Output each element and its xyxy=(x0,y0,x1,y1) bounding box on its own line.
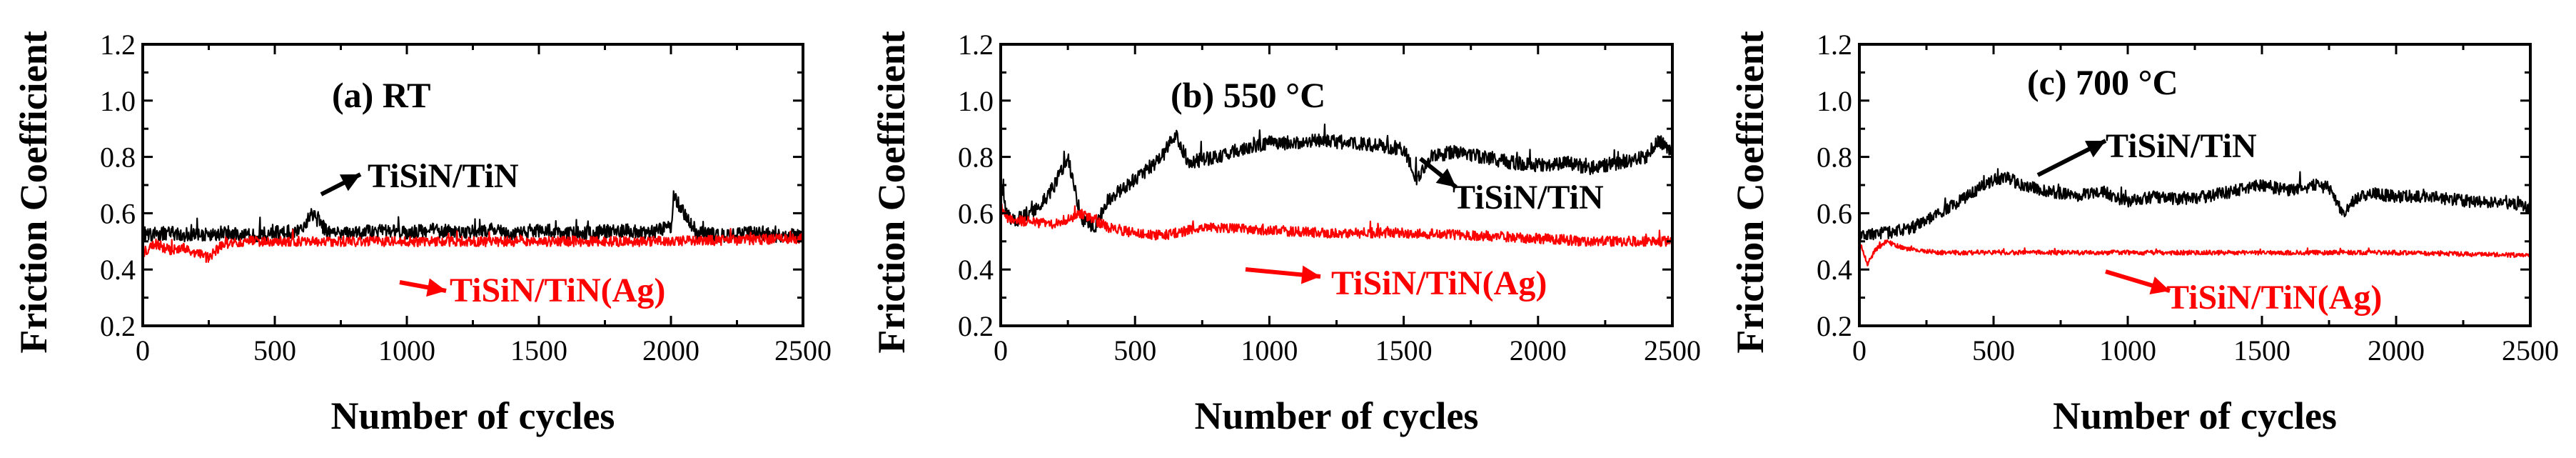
x-tick-label: 0 xyxy=(136,334,150,367)
y-tick-label: 1.2 xyxy=(1817,29,1852,61)
panel-title: (a) RT xyxy=(332,75,431,115)
x-tick-label: 2500 xyxy=(774,334,832,367)
legend-label-tisin-tin-ag: TiSiN/TiN(Ag) xyxy=(450,272,665,309)
y-tick-label: 0.4 xyxy=(100,254,136,286)
x-tick-label: 2500 xyxy=(1644,334,1701,367)
legend-label-tisin-tin: TiSiN/TiN xyxy=(1453,179,1604,216)
legend-label-tisin-tin: TiSiN/TiN xyxy=(2106,127,2257,165)
y-tick-label: 0.2 xyxy=(1817,310,1852,342)
x-tick-label: 1000 xyxy=(378,334,435,367)
y-tick-label: 0.6 xyxy=(958,197,994,229)
y-axis-title: Friction Coefficient xyxy=(870,31,913,353)
legend-arrow-head xyxy=(2149,277,2170,294)
legend-label-tisin-tin-ag: TiSiN/TiN(Ag) xyxy=(1331,264,1547,302)
legend-label-tisin-tin: TiSiN/TiN xyxy=(368,157,519,195)
y-tick-label: 0.4 xyxy=(958,254,994,286)
x-tick-label: 1000 xyxy=(2099,334,2156,367)
series-line-tisin-tin-ag xyxy=(141,228,804,263)
x-tick-label: 1500 xyxy=(510,334,567,367)
x-tick-label: 1000 xyxy=(1241,334,1298,367)
x-tick-label: 500 xyxy=(1972,334,2015,367)
series-line-tisin-tin xyxy=(141,190,804,244)
x-axis-title: Number of cycles xyxy=(2053,394,2337,437)
y-tick-label: 0.6 xyxy=(100,197,136,229)
panel-c: 0 500 1000 1500 2000 2500 0.2 0.4 0.6 0.8 1.0 1.2 Nu… xyxy=(1729,29,2559,437)
y-tick-label: 0.2 xyxy=(100,310,136,342)
panel-title: (b) 550 °C xyxy=(1171,75,1325,115)
panel-b: 0 500 1000 1500 2000 2500 0.2 0.4 0.6 0.8 1.0 1.2 Nu… xyxy=(870,29,1701,437)
x-tick-label: 500 xyxy=(1113,334,1156,367)
x-tick-label: 2000 xyxy=(2368,334,2425,367)
y-tick-label: 1.0 xyxy=(100,85,136,117)
y-axis-title: Friction Coefficient xyxy=(12,31,55,353)
legend-arrow-head xyxy=(426,278,446,297)
series-line-tisin-tin-ag xyxy=(999,203,1674,247)
y-tick-label: 0.8 xyxy=(1817,141,1852,174)
x-tick-label: 0 xyxy=(994,334,1008,367)
y-tick-label: 1.0 xyxy=(1817,85,1852,117)
y-tick-label: 0.8 xyxy=(958,141,994,174)
legend-arrow-head xyxy=(2084,141,2106,158)
x-tick-label: 500 xyxy=(253,334,296,367)
legend-arrow-head xyxy=(1435,168,1456,187)
series-line-tisin-tin-ag xyxy=(1858,239,2531,267)
y-tick-label: 1.0 xyxy=(958,85,994,117)
legend-arrow-head xyxy=(1300,265,1320,284)
x-tick-label: 1500 xyxy=(1375,334,1433,367)
legend-label-tisin-tin-ag: TiSiN/TiN(Ag) xyxy=(2166,279,2382,317)
x-tick-label: 2000 xyxy=(1510,334,1567,367)
x-tick-label: 0 xyxy=(1852,334,1867,367)
y-axis-title: Friction Coefficient xyxy=(1729,31,1772,353)
y-tick-label: 1.2 xyxy=(958,29,994,61)
legend-arrow-head xyxy=(339,174,360,191)
y-tick-label: 0.4 xyxy=(1817,254,1852,286)
x-axis-title: Number of cycles xyxy=(1195,394,1479,437)
y-tick-label: 0.2 xyxy=(958,310,994,342)
y-tick-label: 0.8 xyxy=(100,141,136,174)
panel-title: (c) 700 °C xyxy=(2027,62,2178,102)
x-tick-label: 2000 xyxy=(642,334,699,367)
x-axis-title: Number of cycles xyxy=(331,394,615,437)
panel-a: 0 500 1000 1500 2000 2500 0.2 0.4 0.6 0.8 1.0 1.2 Nu… xyxy=(12,29,832,437)
x-tick-label: 1500 xyxy=(2233,334,2290,367)
series-line-tisin-tin xyxy=(999,123,1674,233)
y-tick-label: 0.6 xyxy=(1817,197,1852,229)
x-tick-label: 2500 xyxy=(2502,334,2559,367)
series-line-tisin-tin xyxy=(1858,168,2532,242)
y-tick-label: 1.2 xyxy=(100,29,136,61)
